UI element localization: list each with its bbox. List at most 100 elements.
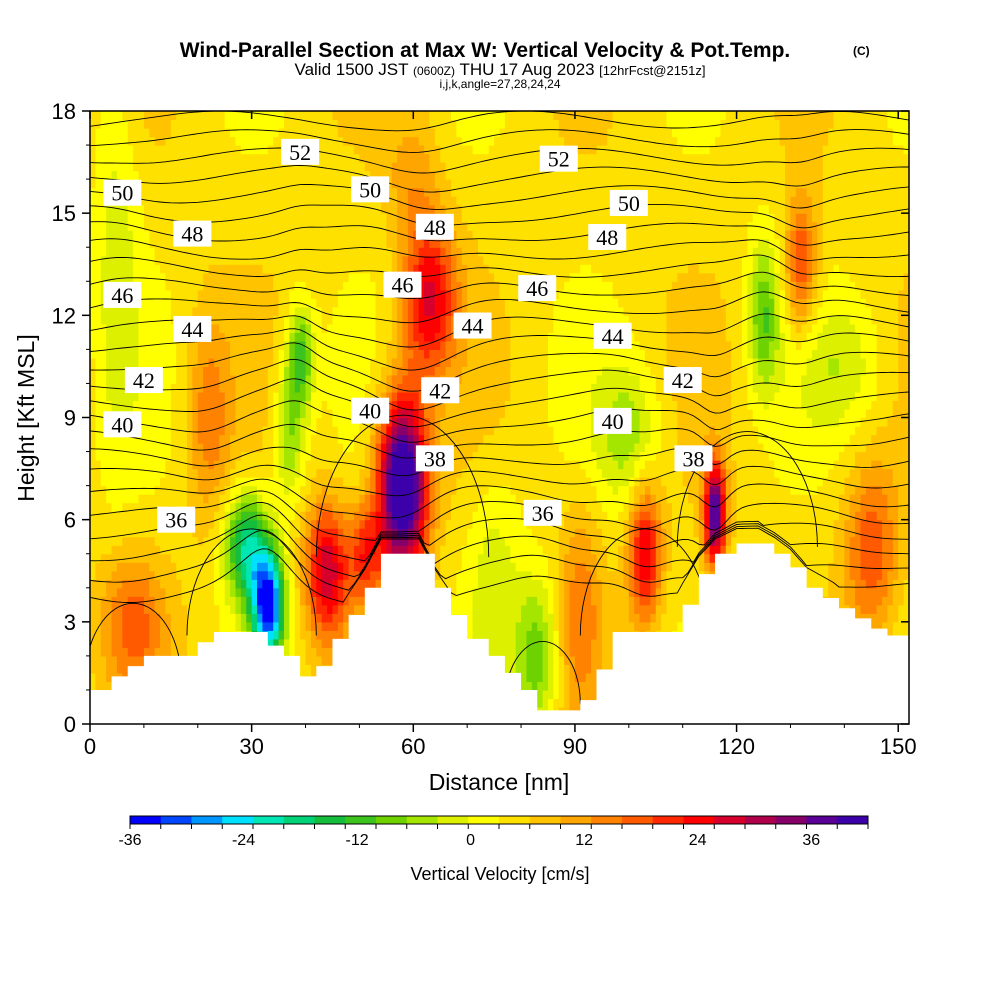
field-cell: [337, 511, 344, 521]
field-cell: [332, 408, 339, 419]
field-cell: [160, 562, 167, 572]
field-cell: [375, 511, 382, 521]
field-cell: [305, 272, 312, 282]
field-cell: [133, 604, 140, 614]
field-cell: [429, 247, 436, 257]
field-cell: [327, 383, 334, 393]
field-cell: [176, 528, 183, 538]
field-cell: [240, 460, 247, 470]
field-cell: [380, 434, 387, 444]
field-cell: [343, 128, 350, 138]
field-cell: [203, 451, 210, 461]
field-cell: [219, 545, 226, 555]
field-cell: [310, 613, 317, 623]
field-cell: [208, 579, 215, 589]
field-cell: [106, 323, 113, 333]
field-cell: [364, 340, 371, 350]
field-cell: [273, 417, 280, 427]
field-cell: [429, 306, 436, 316]
field-cell: [246, 451, 253, 461]
field-cell: [418, 434, 425, 444]
field-cell: [95, 332, 102, 342]
field-cell: [332, 613, 339, 623]
field-cell: [181, 136, 188, 146]
field-cell: [106, 630, 113, 640]
field-cell: [294, 528, 301, 538]
field-cell: [440, 306, 447, 316]
field-cell: [186, 536, 193, 546]
field-cell: [380, 468, 387, 478]
field-cell: [273, 196, 280, 206]
field-cell: [133, 545, 140, 555]
field-cell: [90, 400, 96, 410]
field-cell: [240, 289, 247, 299]
field-cell: [122, 562, 129, 572]
field-cell: [262, 604, 269, 614]
field-cell: [300, 579, 307, 589]
field-cell: [380, 357, 387, 368]
field-cell: [143, 426, 150, 436]
field-cell: [348, 213, 355, 223]
field-cell: [176, 451, 183, 461]
field-cell: [343, 374, 350, 385]
field-cell: [294, 247, 301, 257]
field-cell: [434, 281, 441, 291]
field-cell: [95, 323, 102, 333]
field-cell: [165, 536, 172, 546]
field-cell: [316, 494, 323, 504]
field-cell: [283, 323, 290, 333]
field-cell: [397, 545, 404, 555]
field-cell: [343, 281, 350, 291]
field-cell: [429, 272, 436, 282]
field-cell: [203, 383, 210, 393]
field-cell: [208, 391, 215, 402]
field-cell: [413, 357, 420, 368]
field-cell: [332, 357, 339, 368]
field-cell: [230, 391, 237, 402]
field-cell: [230, 451, 237, 461]
field-cell: [327, 272, 334, 282]
field-cell: [100, 272, 107, 282]
field-cell: [240, 477, 247, 487]
field-cell: [289, 187, 296, 197]
field-cell: [154, 187, 161, 197]
field-cell: [294, 630, 301, 640]
field-cell: [294, 170, 301, 180]
field-cell: [451, 596, 457, 606]
field-cell: [310, 238, 317, 248]
field-cell: [283, 357, 290, 368]
field-cell: [246, 298, 253, 308]
field-cell: [116, 536, 123, 546]
field-cell: [364, 545, 371, 555]
field-cell: [445, 511, 452, 521]
field-cell: [122, 528, 129, 538]
field-cell: [294, 357, 301, 368]
field-cell: [364, 128, 371, 138]
field-cell: [262, 357, 269, 368]
field-cell: [305, 519, 312, 529]
field-cell: [327, 587, 334, 597]
field-cell: [95, 315, 102, 325]
field-cell: [283, 119, 290, 129]
field-cell: [213, 187, 220, 197]
field-cell: [337, 553, 344, 563]
field-cell: [106, 264, 113, 274]
field-cell: [332, 238, 339, 248]
field-cell: [348, 298, 355, 308]
field-cell: [364, 136, 371, 146]
field-cell: [133, 247, 140, 257]
field-cell: [154, 153, 161, 163]
field-cell: [246, 383, 253, 393]
field-cell: [283, 383, 290, 393]
field-cell: [251, 119, 258, 129]
field-cell: [402, 196, 409, 206]
field-cell: [176, 630, 183, 640]
field-cell: [434, 511, 441, 521]
field-cell: [246, 315, 253, 325]
field-cell: [149, 613, 156, 623]
field-cell: [440, 468, 447, 478]
field-cell: [100, 494, 107, 504]
field-cell: [165, 400, 172, 410]
field-cell: [402, 298, 409, 308]
field-cell: [213, 119, 220, 129]
